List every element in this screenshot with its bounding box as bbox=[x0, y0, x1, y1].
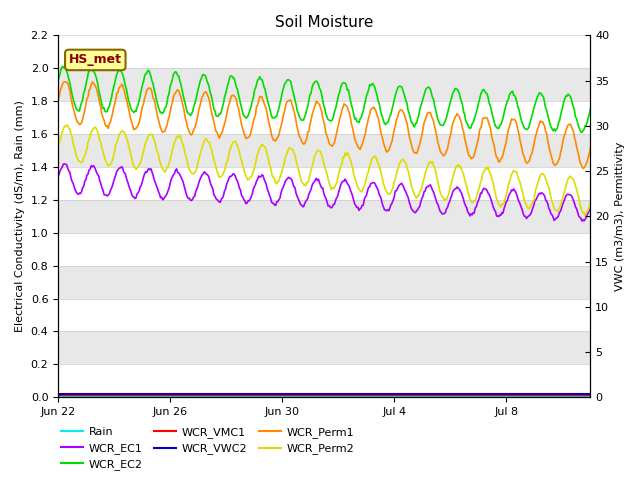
Line: WCR_EC1: WCR_EC1 bbox=[58, 164, 591, 221]
Rain bbox=[491, 393, 499, 398]
Legend: Rain, WCR_EC1, WCR_EC2, WCR_VMC1, WCR_VWC2, WCR_Perm1, WCR_Perm2: Rain, WCR_EC1, WCR_EC2, WCR_VMC1, WCR_VW… bbox=[57, 422, 358, 474]
WCR_VWC2 bbox=[491, 391, 499, 397]
WCR_EC2 bbox=[54, 77, 62, 83]
WCR_EC2 bbox=[578, 130, 586, 135]
WCR_Perm2 bbox=[63, 122, 70, 128]
WCR_EC1 bbox=[492, 208, 499, 214]
Line: WCR_EC2: WCR_EC2 bbox=[58, 66, 591, 132]
WCR_VWC2 bbox=[371, 391, 379, 397]
Line: WCR_Perm1: WCR_Perm1 bbox=[58, 82, 591, 168]
WCR_Perm2 bbox=[312, 153, 319, 158]
WCR_VWC2 bbox=[307, 391, 315, 397]
Rain bbox=[574, 393, 582, 398]
WCR_EC2 bbox=[492, 124, 499, 130]
WCR_VWC2 bbox=[310, 391, 318, 397]
Bar bbox=[58, 101, 591, 134]
WCR_Perm1 bbox=[308, 112, 316, 118]
WCR_VWC2 bbox=[54, 391, 62, 397]
WCR_Perm1 bbox=[312, 102, 319, 108]
WCR_EC2 bbox=[308, 84, 316, 90]
WCR_EC1 bbox=[54, 174, 62, 180]
WCR_EC1 bbox=[578, 218, 586, 224]
WCR_EC2 bbox=[59, 63, 67, 69]
WCR_Perm2 bbox=[344, 150, 351, 156]
WCR_Perm1 bbox=[372, 108, 380, 114]
WCR_EC2 bbox=[312, 79, 319, 84]
WCR_VWC2 bbox=[587, 391, 595, 397]
WCR_Perm1 bbox=[62, 79, 70, 84]
Rain bbox=[371, 393, 379, 398]
Text: HS_met: HS_met bbox=[68, 53, 122, 66]
WCR_Perm2 bbox=[575, 194, 582, 200]
Rain bbox=[54, 393, 62, 398]
Y-axis label: VWC (m3/m3), Permittivity: VWC (m3/m3), Permittivity bbox=[615, 142, 625, 291]
WCR_EC1 bbox=[61, 161, 68, 167]
WCR_VMC1 bbox=[307, 393, 315, 398]
Rain bbox=[342, 393, 350, 398]
WCR_EC1 bbox=[587, 205, 595, 211]
WCR_Perm2 bbox=[54, 144, 62, 150]
WCR_EC1 bbox=[372, 183, 380, 189]
Bar bbox=[58, 299, 591, 332]
WCR_Perm2 bbox=[492, 191, 499, 197]
WCR_EC2 bbox=[587, 106, 595, 112]
WCR_EC2 bbox=[344, 87, 351, 93]
WCR_EC1 bbox=[312, 178, 319, 183]
WCR_Perm1 bbox=[492, 151, 499, 156]
Bar bbox=[58, 233, 591, 265]
WCR_VMC1 bbox=[371, 393, 379, 398]
WCR_EC1 bbox=[308, 183, 316, 189]
WCR_Perm2 bbox=[581, 213, 589, 219]
WCR_Perm1 bbox=[587, 144, 595, 150]
WCR_EC2 bbox=[575, 124, 582, 130]
WCR_VMC1 bbox=[587, 393, 595, 398]
WCR_EC1 bbox=[344, 180, 351, 186]
WCR_EC2 bbox=[372, 89, 380, 95]
WCR_VWC2 bbox=[574, 391, 582, 397]
WCR_Perm1 bbox=[579, 166, 587, 171]
Bar bbox=[58, 36, 591, 68]
WCR_Perm1 bbox=[575, 153, 582, 158]
WCR_Perm1 bbox=[54, 98, 62, 104]
Bar bbox=[58, 167, 591, 200]
Rain bbox=[310, 393, 318, 398]
WCR_VMC1 bbox=[342, 393, 350, 398]
WCR_VMC1 bbox=[310, 393, 318, 398]
Line: WCR_Perm2: WCR_Perm2 bbox=[58, 125, 591, 216]
WCR_VMC1 bbox=[574, 393, 582, 398]
Bar bbox=[58, 364, 591, 397]
WCR_VMC1 bbox=[54, 393, 62, 398]
Rain bbox=[587, 393, 595, 398]
Title: Soil Moisture: Soil Moisture bbox=[275, 15, 374, 30]
WCR_Perm2 bbox=[308, 164, 316, 170]
WCR_VMC1 bbox=[491, 393, 499, 398]
Rain bbox=[307, 393, 315, 398]
WCR_Perm1 bbox=[344, 104, 351, 109]
WCR_VWC2 bbox=[342, 391, 350, 397]
WCR_EC1 bbox=[575, 213, 582, 219]
Y-axis label: Electrical Conductivity (dS/m), Rain (mm): Electrical Conductivity (dS/m), Rain (mm… bbox=[15, 100, 25, 332]
WCR_Perm2 bbox=[587, 199, 595, 205]
WCR_Perm2 bbox=[372, 155, 380, 160]
